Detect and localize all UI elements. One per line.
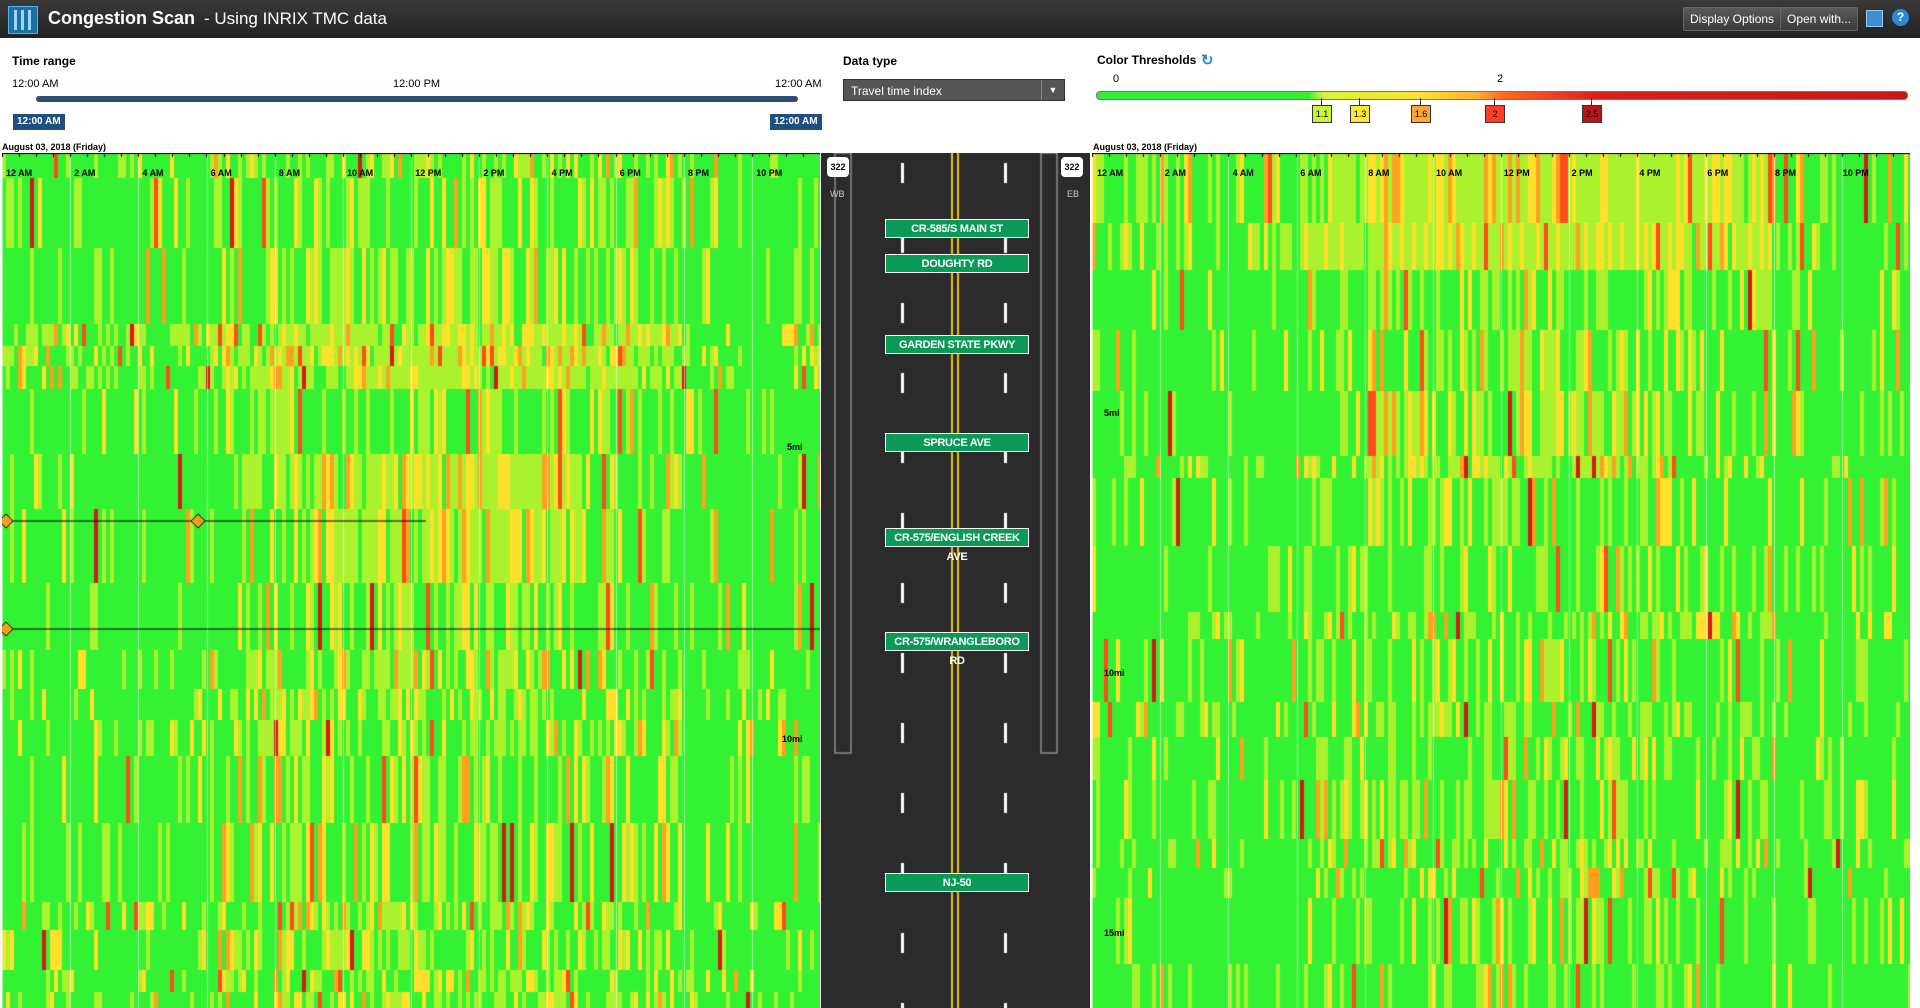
threshold-marker[interactable]: 1.6 [1411,105,1431,123]
threshold-scale-min: 0 [1113,73,1120,85]
route-diagram: 322 WB 322 EB CR-585/S MAIN ST DOUGHTY R… [821,153,1090,1008]
threshold-scale-mid: 2 [1497,73,1504,85]
time-tick-label: 8 AM [278,168,300,178]
left-congestion-heatmap[interactable] [2,153,820,1008]
save-icon[interactable] [1866,10,1883,27]
open-with-button[interactable]: Open with... [1780,7,1859,31]
road-sign[interactable]: CR-575/ENGLISH CREEK AVE [885,528,1029,563]
threshold-marker[interactable]: 1.1 [1312,105,1332,123]
road-sign[interactable]: NJ-50 [885,873,1029,892]
time-range-end-handle[interactable]: 12:00 AM [770,114,822,130]
app-logo-icon [8,6,38,34]
help-icon[interactable]: ? [1892,9,1909,26]
time-range-slider[interactable] [36,96,798,102]
left-panel-date: August 03, 2018 (Friday) [2,142,107,152]
right-mile-marker: 5mi [1104,408,1120,418]
time-tick-label: 6 PM [1707,168,1729,178]
time-range-end: 12:00 AM [775,78,822,90]
road-sign[interactable]: SPRUCE AVE [885,433,1029,452]
time-tick-label: 6 AM [210,168,232,178]
data-type-label: Data type [843,54,898,68]
threshold-marker-stem [1591,98,1592,106]
route-shield-icon: 322 [1061,157,1083,177]
chevron-down-icon: ▼ [1041,80,1064,100]
time-tick-label: 4 PM [1639,168,1661,178]
time-range-start-handle[interactable]: 12:00 AM [13,114,65,130]
right-mile-marker: 15mi [1104,928,1125,938]
time-tick-label: 8 PM [1775,168,1797,178]
threshold-marker-stem [1494,98,1495,106]
time-tick-label: 10 AM [1436,168,1463,178]
time-range-mid: 12:00 PM [393,78,441,90]
right-mile-marker: 10mi [1104,668,1125,678]
left-mile-marker: 10mi [782,734,803,744]
time-tick-label: 2 AM [1164,168,1186,178]
time-range-start: 12:00 AM [12,78,59,90]
time-tick-label: 12 PM [415,168,442,178]
time-tick-label: 10 PM [756,168,783,178]
route-shield-icon: 322 [827,157,849,177]
time-tick-label: 4 AM [142,168,164,178]
reset-icon[interactable]: ↻ [1201,52,1214,69]
threshold-color-bar [1096,91,1908,100]
right-panel-date: August 03, 2018 (Friday) [1093,142,1198,152]
road-sign[interactable]: CR-585/S MAIN ST [885,219,1029,238]
time-tick-label: 12 AM [6,168,33,178]
right-heatmap-canvas [1092,153,1910,1008]
time-tick-label: 8 AM [1368,168,1390,178]
color-thresholds-label: Color Thresholds [1097,53,1197,67]
time-tick-label: 2 AM [74,168,96,178]
threshold-marker-stem [1359,98,1360,106]
time-range-label: Time range [12,54,76,68]
threshold-marker[interactable]: 1.3 [1350,105,1370,123]
app-title: Congestion Scan [48,8,196,28]
data-type-select[interactable]: Travel time index ▼ [843,79,1065,101]
time-tick-label: 10 PM [1842,168,1869,178]
direction-label-eb: EB [1067,189,1080,199]
title-bar: Congestion Scan - Using INRIX TMC data D… [0,0,1920,38]
direction-label-wb: WB [830,189,845,199]
time-tick-label: 10 AM [347,168,374,178]
app-subtitle: - Using INRIX TMC data [204,9,387,28]
left-mile-marker: 5mi [787,442,803,452]
display-options-button[interactable]: Display Options [1683,7,1782,31]
road-sign[interactable]: CR-575/WRANGLEBORO RD [885,632,1029,667]
time-tick-label: 12 PM [1503,168,1530,178]
right-congestion-heatmap[interactable] [1092,153,1910,1008]
time-tick-label: 2 PM [483,168,505,178]
time-tick-label: 12 AM [1097,168,1124,178]
time-tick-label: 6 AM [1300,168,1322,178]
data-type-value: Travel time index [851,84,942,98]
road-canvas [821,153,1090,1008]
road-sign[interactable]: DOUGHTY RD [885,254,1029,273]
time-tick-label: 8 PM [688,168,710,178]
time-tick-label: 2 PM [1571,168,1593,178]
road-sign[interactable]: GARDEN STATE PKWY [885,335,1029,354]
threshold-marker[interactable]: 2 [1485,105,1505,123]
left-heatmap-canvas [2,153,820,1008]
time-tick-label: 4 AM [1232,168,1254,178]
threshold-marker[interactable]: 2.5 [1582,105,1602,123]
threshold-marker-stem [1321,98,1322,106]
time-tick-label: 6 PM [619,168,641,178]
time-tick-label: 4 PM [551,168,573,178]
threshold-marker-stem [1420,98,1421,106]
